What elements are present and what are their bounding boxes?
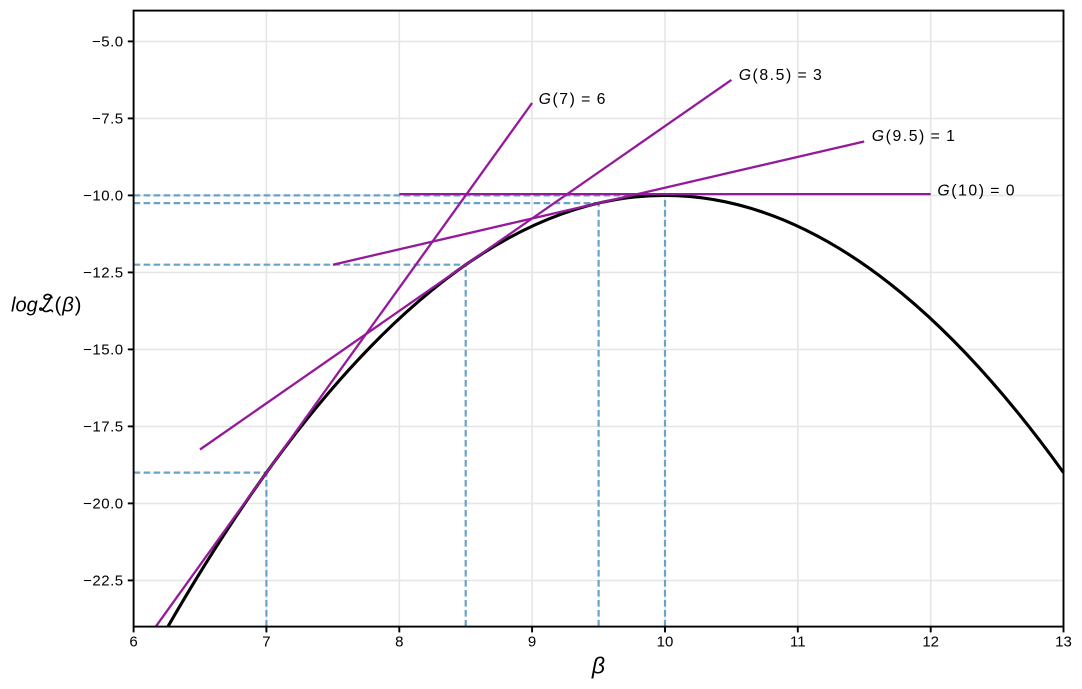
svg-text:−15.0: −15.0 [83, 341, 123, 358]
svg-text:−5.0: −5.0 [92, 33, 124, 50]
svg-text:G(8.5) = 3: G(8.5) = 3 [739, 67, 824, 84]
svg-text:G(9.5) = 1: G(9.5) = 1 [872, 128, 957, 145]
svg-text:7: 7 [262, 634, 270, 651]
svg-text:6: 6 [129, 634, 137, 651]
svg-text:10: 10 [657, 634, 674, 651]
svg-text:8: 8 [395, 634, 403, 651]
svg-text:−10.0: −10.0 [83, 187, 123, 204]
svg-text:β: β [591, 653, 605, 679]
svg-text:−20.0: −20.0 [83, 495, 123, 512]
svg-text:(β): (β) [55, 294, 83, 317]
svg-text:9: 9 [528, 634, 536, 651]
svg-text:G(10) = 0: G(10) = 0 [937, 182, 1016, 199]
svg-text:−22.5: −22.5 [83, 572, 123, 589]
svg-text:12: 12 [922, 634, 939, 651]
svg-text:−12.5: −12.5 [83, 264, 123, 281]
svg-text:13: 13 [1055, 634, 1072, 651]
svg-text:−17.5: −17.5 [83, 418, 123, 435]
svg-text:log: log [11, 295, 38, 317]
svg-text:−7.5: −7.5 [92, 110, 124, 127]
svg-text:G(7) = 6: G(7) = 6 [539, 91, 607, 108]
svg-text:11: 11 [790, 634, 806, 651]
